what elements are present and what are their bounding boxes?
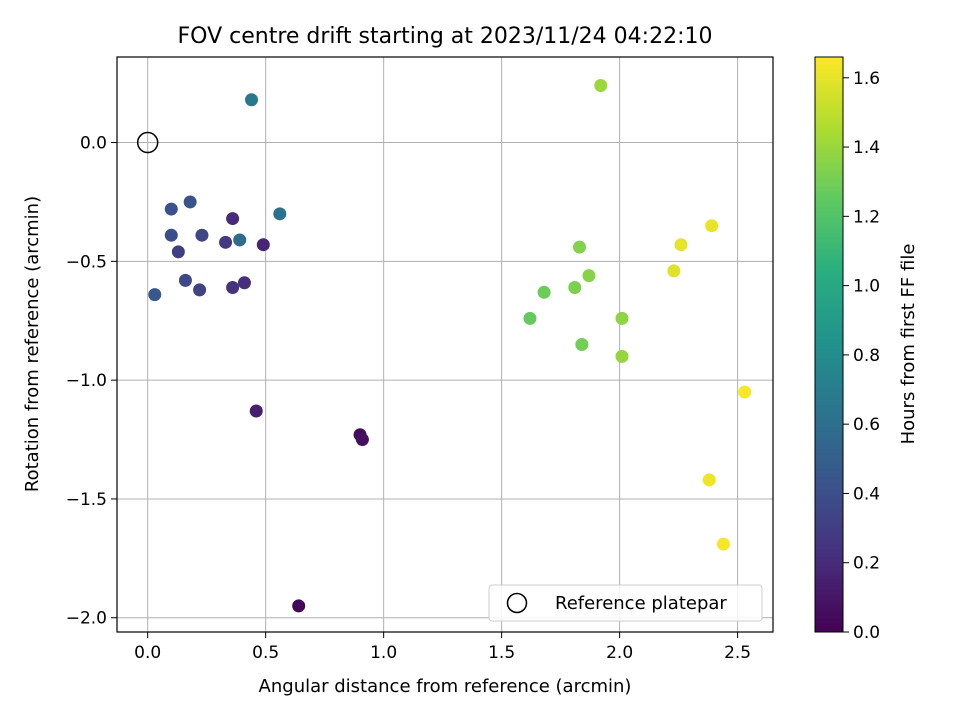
legend-box: Reference platepar — [488, 584, 763, 622]
data-point — [148, 288, 162, 302]
colorbar-tick-label: 0.4 — [853, 484, 880, 504]
data-point — [615, 349, 629, 363]
x-tick-label: 1.5 — [488, 643, 515, 663]
data-point — [233, 233, 247, 247]
data-point — [582, 269, 596, 283]
colorbar-tick-label: 0.2 — [853, 554, 880, 574]
data-point — [178, 273, 192, 287]
legend-reference-marker — [506, 592, 528, 614]
data-point — [193, 283, 207, 297]
data-point — [164, 228, 178, 242]
data-point — [738, 385, 752, 399]
x-tick-label: 1.0 — [370, 643, 397, 663]
colorbar-tick-label: 1.6 — [853, 69, 880, 89]
x-axis-ticks: 0.0 0.5 1.0 1.5 2.0 2.5 — [134, 632, 751, 663]
data-point — [594, 79, 608, 93]
x-tick-label: 2.5 — [724, 643, 751, 663]
chart-title: FOV centre drift starting at 2023/11/24 … — [178, 24, 713, 49]
y-axis-label: Rotation from reference (arcmin) — [22, 196, 43, 492]
data-point — [256, 238, 270, 252]
data-point — [249, 404, 263, 418]
y-tick-label: 0.0 — [80, 134, 107, 154]
data-point — [568, 280, 582, 294]
grid-lines — [117, 57, 773, 632]
x-tick-label: 2.0 — [606, 643, 633, 663]
x-tick-label: 0.5 — [252, 643, 279, 663]
data-point — [716, 537, 730, 551]
colorbar-tick-label: 1.4 — [853, 138, 880, 158]
data-point — [292, 599, 306, 613]
data-point — [183, 195, 197, 209]
data-point — [273, 207, 287, 221]
x-axis-label: Angular distance from reference (arcmin) — [259, 676, 632, 697]
data-point — [705, 219, 719, 233]
data-point — [226, 212, 240, 226]
colorbar-tick-label: 1.0 — [853, 277, 880, 297]
data-points — [148, 79, 752, 613]
data-point — [164, 202, 178, 216]
data-point — [674, 238, 688, 252]
y-tick-label: −1.0 — [66, 371, 107, 391]
reference-platepar-marker — [136, 131, 159, 154]
data-point — [237, 276, 251, 290]
colorbar-gradient — [814, 56, 844, 633]
data-point — [171, 245, 185, 259]
y-tick-label: −0.5 — [66, 252, 107, 272]
data-point — [245, 93, 259, 107]
data-point — [575, 338, 589, 351]
data-point — [226, 280, 240, 294]
x-tick-label: 0.0 — [134, 643, 161, 663]
colorbar-ticks: 0.0 0.2 0.4 0.6 0.8 1.0 1.2 1.4 1.6 — [843, 69, 880, 643]
colorbar-tick-label: 1.2 — [853, 207, 880, 227]
reference-marker-layer — [136, 131, 159, 154]
data-point — [195, 228, 209, 242]
y-axis-ticks: 0.0 −0.5 −1.0 −1.5 −2.0 — [66, 134, 117, 629]
data-point — [219, 235, 233, 249]
plot-frame — [116, 56, 774, 633]
data-point — [573, 240, 587, 254]
data-point — [537, 285, 551, 299]
y-tick-label: −2.0 — [66, 609, 107, 629]
y-tick-label: −1.5 — [66, 490, 107, 510]
data-point — [523, 311, 537, 325]
data-point — [667, 264, 681, 278]
data-point — [615, 311, 629, 325]
colorbar-label: Hours from first FF file — [898, 244, 919, 445]
data-point — [702, 473, 716, 487]
colorbar-tick-label: 0.0 — [853, 623, 880, 643]
colorbar-tick-label: 0.8 — [853, 346, 880, 366]
colorbar-tick-label: 0.6 — [853, 415, 880, 435]
legend-reference-label: Reference platepar — [555, 593, 727, 614]
data-point — [355, 433, 369, 447]
